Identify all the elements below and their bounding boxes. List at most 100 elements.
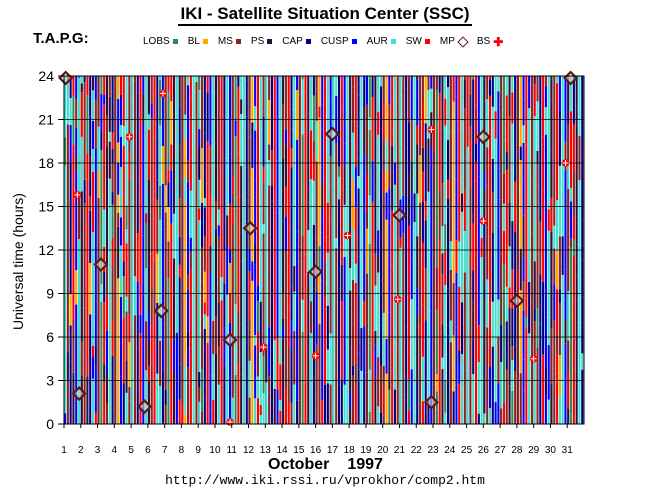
region-segment (567, 124, 570, 143)
region-segment (494, 261, 497, 283)
region-segment (223, 210, 226, 251)
region-segment (240, 261, 243, 278)
region-segment (321, 93, 324, 105)
region-segment (105, 115, 109, 147)
region-segment (100, 149, 103, 205)
region-segment (251, 76, 254, 83)
region-segment (212, 290, 215, 321)
region-segment (307, 230, 310, 272)
region-segment (153, 356, 156, 399)
region-segment (382, 291, 385, 313)
region-segment (304, 286, 307, 332)
region-segment (119, 125, 123, 137)
region-segment (363, 154, 366, 210)
region-segment (161, 324, 164, 373)
region-segment (209, 145, 212, 166)
region-segment (156, 130, 159, 149)
region-segment (200, 411, 204, 424)
region-segment (103, 84, 106, 95)
region-segment (259, 404, 262, 416)
region-segment (360, 327, 363, 371)
region-segment (145, 111, 148, 140)
region-segment (405, 374, 408, 395)
region-segment (511, 359, 514, 374)
region-segment (254, 264, 257, 295)
region-segment (564, 76, 567, 119)
region-segment (542, 191, 545, 214)
region-segment (530, 344, 533, 395)
region-segment (346, 118, 349, 147)
region-segment (570, 76, 573, 112)
region-segment (438, 252, 441, 306)
region-segment (433, 223, 436, 266)
region-segment (357, 207, 360, 257)
region-segment (351, 122, 355, 133)
region-segment (402, 335, 405, 376)
region-segment (276, 160, 279, 213)
region-segment (192, 76, 195, 91)
region-segment (131, 408, 134, 424)
region-segment (66, 352, 69, 382)
x-tick-label: 26 (478, 445, 490, 456)
region-segment (119, 94, 123, 126)
region-segment (142, 124, 145, 162)
region-segment (310, 179, 313, 195)
region-segment (424, 159, 427, 202)
region-segment (324, 97, 327, 117)
region-segment (310, 395, 313, 424)
region-segment (494, 138, 497, 183)
region-segment (262, 76, 265, 84)
region-segment (198, 401, 201, 424)
region-segment (184, 283, 187, 339)
region-segment (122, 276, 125, 318)
legend-marker (172, 39, 178, 44)
region-segment (561, 274, 564, 292)
footer-url[interactable]: http://www.iki.rssi.ru/vprokhor/comp2.ht… (165, 473, 485, 488)
region-segment (335, 238, 338, 249)
region-segment (374, 164, 377, 190)
region-segment (312, 141, 315, 153)
region-segment (407, 353, 410, 366)
region-segment (374, 331, 377, 345)
region-segment (508, 386, 511, 412)
region-segment (200, 122, 204, 149)
region-segment (365, 104, 369, 125)
region-segment (270, 349, 273, 403)
region-segment (86, 227, 89, 283)
region-segment (122, 230, 125, 246)
region-segment (125, 139, 128, 191)
region-segment (474, 195, 478, 209)
region-segment (312, 78, 315, 96)
region-segment (441, 90, 444, 130)
region-segment (433, 398, 436, 424)
region-segment (312, 224, 315, 239)
region-segment (488, 76, 492, 80)
region-segment (435, 76, 438, 90)
region-segment (539, 343, 542, 394)
region-segment (184, 366, 187, 414)
region-segment (181, 269, 184, 297)
legend-label: BS (476, 36, 491, 47)
region-segment (483, 297, 486, 309)
region-segment (374, 221, 377, 254)
region-segment (122, 125, 125, 146)
region-segment (83, 135, 86, 180)
region-segment (296, 231, 299, 246)
region-segment (349, 189, 352, 206)
region-segment (145, 169, 148, 187)
region-segment (105, 330, 109, 372)
region-segment (242, 297, 246, 332)
region-segment (410, 369, 413, 398)
region-segment (561, 76, 564, 81)
region-segment (240, 114, 243, 166)
region-segment (329, 171, 332, 185)
region-segment (466, 146, 469, 194)
region-segment (187, 85, 190, 112)
region-segment (329, 138, 332, 157)
region-segment (192, 386, 195, 424)
region-segment (273, 246, 276, 297)
region-segment (332, 76, 335, 117)
region-segment (279, 276, 282, 329)
region-segment (91, 149, 95, 172)
region-segment (391, 338, 394, 372)
